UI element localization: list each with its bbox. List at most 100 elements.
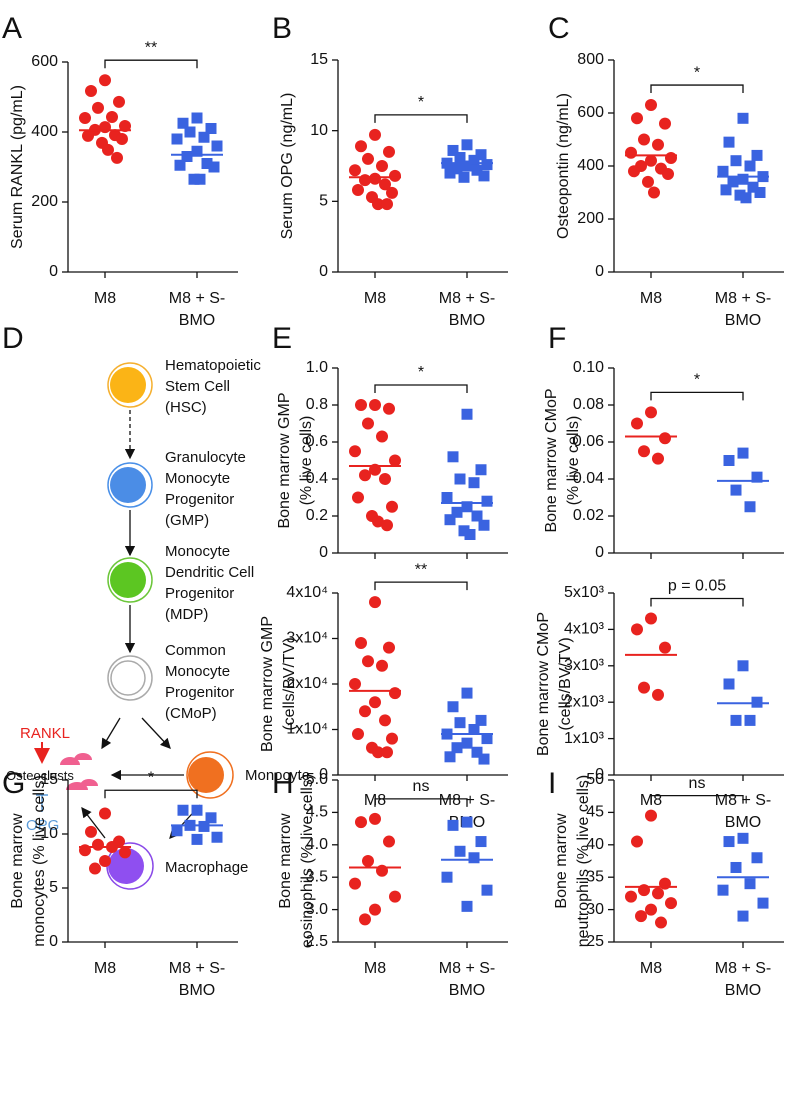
y-tick-label: 0.4: [306, 470, 328, 487]
x-tick-label-box: M8 + S-BMO: [169, 290, 225, 329]
point: [642, 175, 654, 188]
point: [468, 852, 480, 864]
y-tick-label: 2x10⁴: [286, 675, 328, 692]
y-axis-label: neutrophils (% live cells): [575, 775, 592, 948]
y-tick-label: 0: [49, 263, 58, 280]
panel-label: A: [2, 12, 22, 45]
point: [369, 696, 381, 709]
y-tick-label: 0.10: [573, 359, 604, 376]
y-tick-label: 0: [49, 933, 58, 950]
point: [383, 641, 395, 654]
y-tick-label: 50: [586, 771, 604, 788]
point: [478, 519, 490, 531]
point: [381, 198, 393, 211]
y-tick-label: 5.0: [306, 771, 328, 788]
point: [389, 687, 401, 700]
point: [349, 678, 361, 690]
node-label: Monocyte: [165, 543, 230, 560]
point: [631, 417, 643, 430]
point: [181, 151, 193, 162]
y-tick-label: 200: [31, 193, 58, 210]
node-label: Progenitor: [165, 684, 234, 701]
cmop-nucleus: [110, 660, 146, 696]
point: [645, 154, 657, 167]
point: [102, 143, 114, 156]
point: [349, 445, 361, 458]
hsc-nucleus: [110, 367, 146, 403]
y-tick-label: 40: [586, 836, 604, 853]
significance-label: ns: [689, 775, 706, 792]
significance-label: *: [418, 364, 424, 381]
panel: H 2.5 3.0 3.5 4.0 4.5 5.0 Bone marrow eosinophil…: [272, 767, 508, 999]
point: [723, 136, 735, 148]
point: [481, 733, 493, 745]
point: [171, 825, 183, 837]
point: [198, 820, 210, 832]
panel-label: D: [2, 322, 24, 355]
point: [376, 659, 388, 672]
point: [458, 171, 470, 183]
point: [362, 417, 374, 430]
gmp-nucleus: [110, 467, 146, 503]
significance-bracket: [650, 84, 744, 94]
point: [461, 501, 473, 513]
y-tick-label: 0: [319, 766, 328, 783]
point: [383, 145, 395, 158]
point: [369, 399, 381, 411]
significance-bracket: [650, 794, 744, 804]
y-tick-label: 3.0: [306, 901, 328, 918]
point: [717, 884, 729, 896]
point: [471, 510, 483, 522]
node-label: (MDP): [165, 606, 208, 623]
y-tick-label: 4x10³: [564, 621, 605, 638]
panel: F 0 0.02 0.04 0.06 0.08 0.10 Bone marrow CMoP (%…: [543, 322, 784, 561]
point: [662, 167, 674, 180]
panel-label: E: [272, 322, 292, 355]
y-axis-label: (cells/BV/TV): [557, 637, 574, 730]
diagram: D RANKL Osteoclasts OPG: [2, 322, 234, 890]
y-tick-label: 4.5: [306, 804, 328, 821]
point: [352, 184, 364, 197]
point: [737, 660, 749, 672]
point: [359, 705, 371, 718]
y-tick-label: 0: [595, 544, 604, 561]
point: [383, 402, 395, 415]
osteoclast-icons: [60, 753, 98, 790]
point: [447, 819, 459, 831]
point: [386, 186, 398, 199]
significance-label: **: [145, 39, 157, 56]
point: [454, 152, 466, 164]
point: [79, 112, 91, 124]
point: [461, 139, 473, 151]
node-label: Granulocyte: [165, 449, 246, 466]
y-axis-label: (cells/BV/TV): [281, 637, 298, 730]
osteoclasts-label: Osteoclasts: [6, 768, 74, 783]
point: [478, 753, 490, 765]
y-axis-label: (% live cells): [565, 416, 582, 506]
point: [372, 198, 384, 211]
point: [362, 152, 374, 165]
point: [441, 492, 453, 503]
point: [723, 836, 735, 848]
y-tick-label: 2x10³: [564, 693, 605, 710]
point: [478, 170, 490, 182]
point: [369, 903, 381, 916]
point: [464, 529, 476, 540]
point: [645, 809, 657, 822]
y-tick-label: 15: [40, 771, 58, 788]
x-tick-label-box: M8: [640, 290, 662, 307]
point: [730, 155, 742, 167]
point: [191, 833, 203, 845]
point: [451, 506, 463, 518]
point: [737, 173, 749, 185]
significance-bracket: [374, 798, 468, 807]
x-tick-label: M8: [363, 960, 387, 977]
point: [89, 862, 101, 875]
point: [737, 832, 749, 844]
point: [381, 519, 393, 532]
point: [194, 173, 206, 185]
x-tick-label: M8 + S-BMO: [714, 960, 772, 999]
point: [645, 99, 657, 112]
point: [177, 804, 189, 816]
point: [625, 890, 637, 903]
